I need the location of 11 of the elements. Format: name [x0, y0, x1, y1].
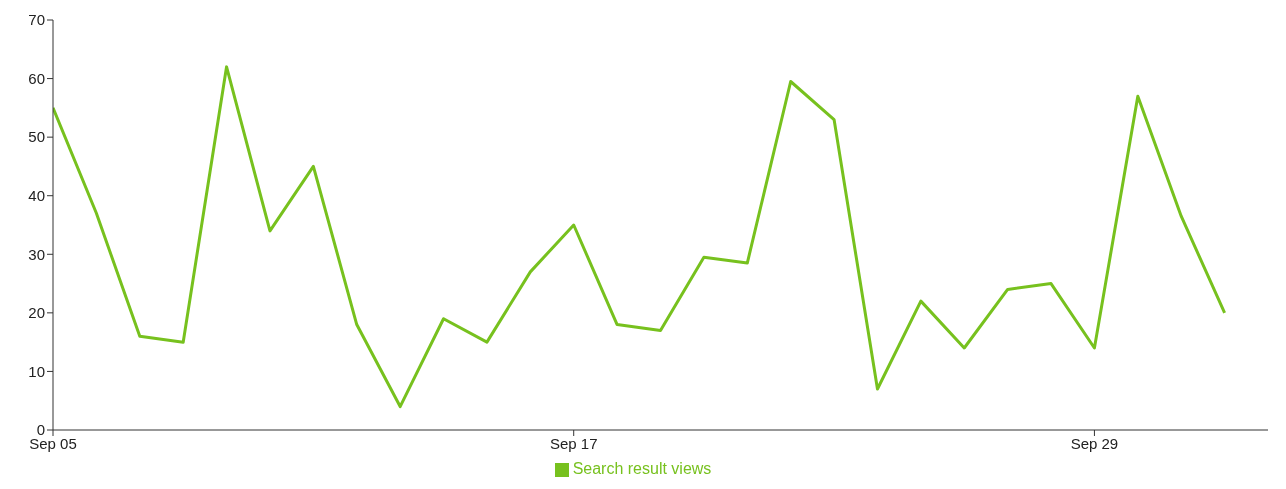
y-tick-label: 50 [28, 128, 45, 146]
line-series [53, 65, 1227, 409]
y-tick-label: 10 [28, 362, 45, 380]
y-tick-label: 70 [28, 11, 45, 29]
x-tick-label: Sep 17 [549, 434, 598, 452]
y-tick-label: 60 [28, 69, 45, 87]
x-tick-label: Sep 29 [1070, 434, 1119, 452]
y-tick-label: 20 [28, 304, 45, 322]
y-tick-label: 40 [28, 187, 45, 205]
legend-label: Search result views [572, 460, 712, 477]
y-tick-label: 30 [28, 245, 45, 263]
